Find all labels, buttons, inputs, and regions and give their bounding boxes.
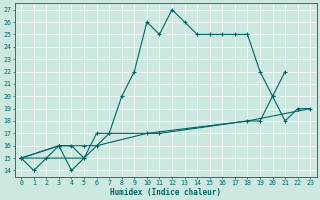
X-axis label: Humidex (Indice chaleur): Humidex (Indice chaleur) <box>110 188 221 197</box>
